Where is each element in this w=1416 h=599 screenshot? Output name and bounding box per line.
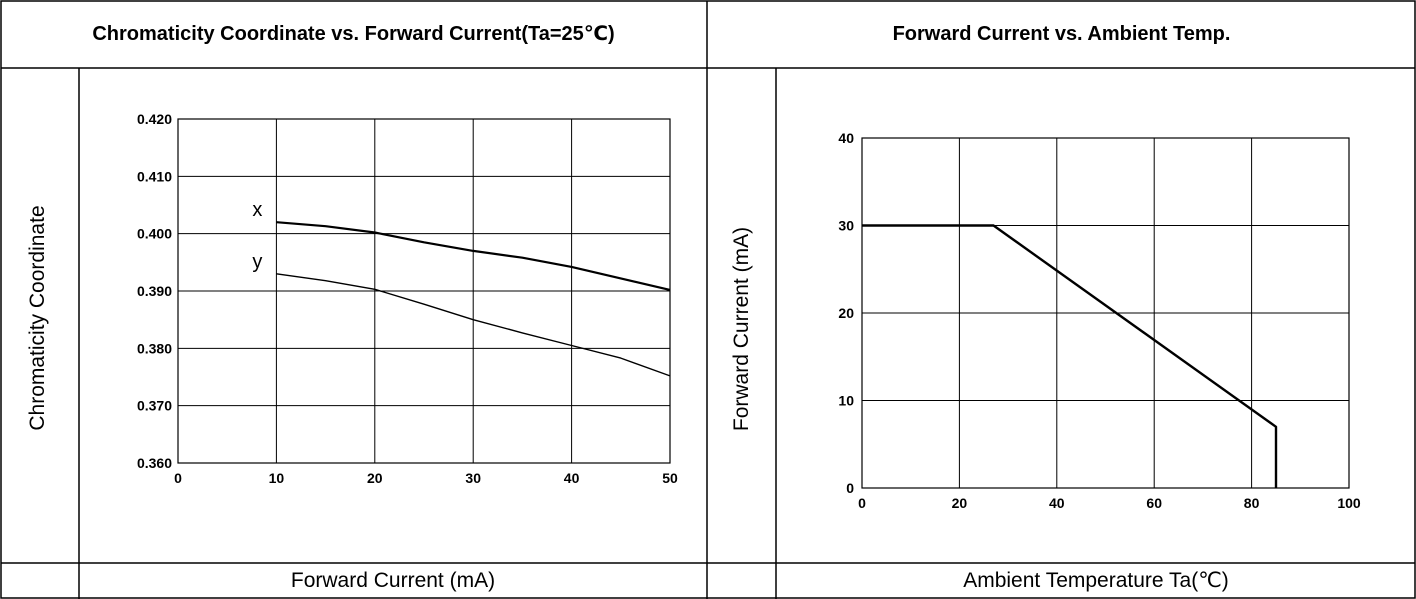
x-tick-label: 0 — [174, 470, 182, 486]
x-tick-label: 30 — [465, 470, 481, 486]
y-tick-label: 0.380 — [137, 340, 172, 356]
x-tick-label: 40 — [564, 470, 580, 486]
x-tick-label: 100 — [1337, 495, 1361, 511]
x-tick-label: 0 — [858, 495, 866, 511]
plot-area-frame — [177, 118, 671, 464]
chart-title-chromaticity: Chromaticity Coordinate vs. Forward Curr… — [92, 23, 615, 45]
x-tick-label: 50 — [662, 470, 678, 486]
x-axis-label-forward-current: Ambient Temperature Ta(℃) — [963, 569, 1229, 592]
series-label-x: x — [252, 199, 262, 221]
y-tick-label: 0.420 — [137, 111, 172, 127]
x-tick-label: 40 — [1049, 495, 1065, 511]
y-tick-label: 0.410 — [137, 168, 172, 184]
plot-area-frame — [861, 137, 1350, 489]
series-line-1 — [862, 224, 1278, 488]
y-tick-label: 0.360 — [137, 455, 172, 471]
series-line-y — [276, 273, 671, 377]
y-tick-label: 30 — [838, 218, 854, 234]
x-tick-label: 20 — [367, 470, 383, 486]
chromaticity-chart: 0 10 20 30 40 50 0.360 0.370 0.380 0.390 0.400 0.41… — [137, 111, 678, 486]
y-tick-label: 0.390 — [137, 283, 172, 299]
y-tick-label: 0 — [846, 480, 854, 496]
x-tick-label: 80 — [1244, 495, 1260, 511]
y-tick-label: 0.400 — [137, 226, 172, 242]
series-line-x — [276, 221, 671, 291]
x-tick-label: 10 — [269, 470, 285, 486]
x-tick-label: 60 — [1146, 495, 1162, 511]
x-tick-label: 20 — [952, 495, 968, 511]
series-label-y: y — [252, 251, 262, 273]
chart-title-forward-current: Forward Current vs. Ambient Temp. — [892, 23, 1231, 45]
y-tick-label: 20 — [838, 305, 854, 321]
y-tick-label: 0.370 — [137, 398, 172, 414]
y-tick-label: 40 — [838, 130, 854, 146]
x-axis-label-chromaticity: Forward Current (mA) — [290, 569, 496, 592]
y-tick-label: 10 — [838, 393, 854, 409]
